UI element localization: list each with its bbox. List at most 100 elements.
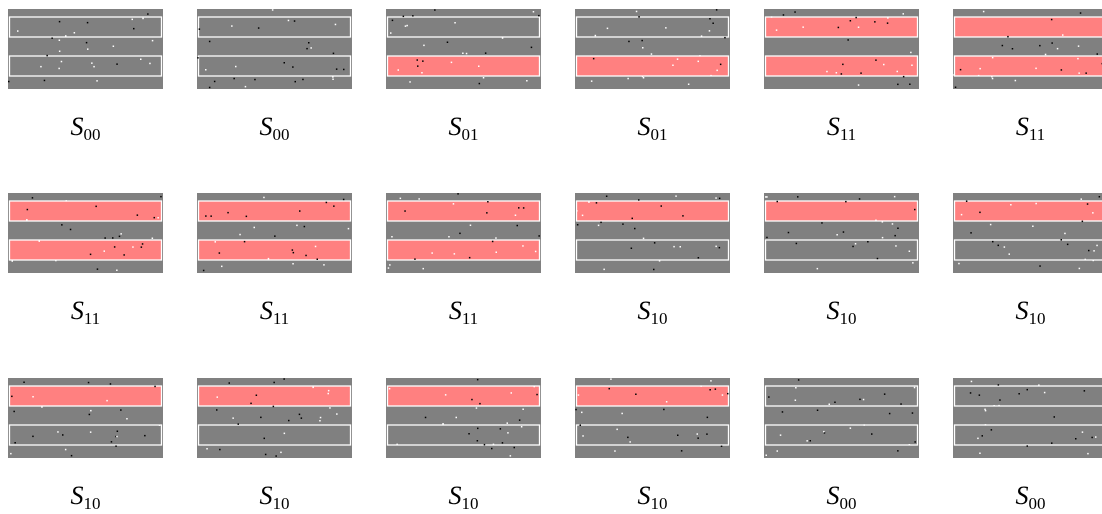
sensor-band [199, 17, 351, 37]
state-subscript: 11 [462, 309, 478, 328]
noise-dot [912, 412, 914, 414]
noise-dot [418, 198, 420, 200]
state-label: S00 [8, 112, 163, 145]
noise-dot [998, 245, 1000, 247]
noise-dot [850, 427, 852, 429]
noise-dot [776, 29, 778, 31]
noise-dot [909, 251, 911, 253]
noise-dot [653, 269, 655, 271]
noise-dot [1075, 438, 1077, 440]
noise-dot [116, 436, 118, 438]
noise-dot [10, 453, 12, 455]
noise-dot [205, 69, 207, 71]
noise-dot [716, 70, 718, 72]
noise-dot [858, 27, 860, 29]
noise-dot [412, 15, 414, 17]
noise-dot [914, 387, 916, 389]
noise-dot [622, 223, 624, 225]
noise-dot [507, 432, 509, 434]
noise-dot [391, 236, 393, 238]
noise-dot [661, 205, 663, 207]
noise-dot [845, 201, 847, 203]
noise-dot [492, 241, 494, 243]
state-label: S00 [197, 112, 352, 145]
noise-dot [478, 66, 480, 68]
event-frame [386, 378, 541, 458]
noise-dot [445, 394, 447, 396]
noise-dot [431, 252, 433, 254]
noise-dot [672, 65, 674, 67]
noise-dot [310, 47, 312, 49]
noise-dot [159, 425, 161, 427]
noise-dot [12, 260, 14, 262]
noise-dot [709, 18, 711, 20]
noise-dot [312, 387, 314, 389]
noise-dot [522, 409, 524, 411]
event-frame [764, 9, 919, 89]
noise-dot [209, 87, 211, 89]
noise-dot [496, 252, 498, 254]
state-label: S11 [386, 296, 541, 329]
noise-dot [284, 433, 286, 435]
event-frame [575, 193, 730, 273]
noise-dot [841, 73, 843, 75]
sensor-band [199, 425, 351, 445]
sensor-band [10, 56, 162, 76]
noise-dot [292, 263, 294, 265]
noise-dot [895, 245, 897, 247]
noise-dot [724, 37, 726, 39]
noise-dot [978, 75, 980, 77]
state-label: S10 [575, 481, 730, 514]
noise-dot [59, 40, 61, 42]
noise-dot [1010, 204, 1012, 206]
noise-dot [273, 406, 275, 408]
sensor-band [955, 386, 1102, 406]
noise-dot [476, 407, 478, 409]
noise-dot [709, 389, 711, 391]
noise-dot [990, 224, 992, 226]
noise-dot [887, 17, 889, 19]
noise-dot [448, 236, 450, 238]
noise-dot [112, 237, 114, 239]
noise-dot [466, 53, 468, 55]
noise-dot [62, 434, 64, 436]
noise-dot [992, 78, 994, 80]
noise-dot [783, 14, 785, 16]
noise-dot [654, 242, 656, 244]
noise-dot [855, 243, 857, 245]
noise-dot [417, 65, 419, 67]
noise-dot [628, 41, 630, 43]
noise-dot [875, 59, 877, 61]
noise-dot [120, 409, 122, 411]
noise-dot [304, 226, 306, 228]
noise-dot [834, 402, 836, 404]
noise-dot [484, 444, 486, 446]
noise-dot [423, 45, 425, 47]
event-frame [197, 193, 352, 273]
noise-dot [59, 51, 61, 53]
sensor-band [199, 386, 351, 406]
state-label: S10 [575, 296, 730, 329]
noise-dot [414, 258, 416, 260]
event-frame [197, 9, 352, 89]
noise-dot [697, 433, 699, 435]
noise-dot [859, 399, 861, 401]
noise-dot [677, 435, 679, 437]
noise-dot [59, 21, 61, 23]
noise-dot [126, 418, 128, 420]
noise-dot [227, 212, 229, 214]
noise-dot [17, 30, 19, 32]
noise-dot [140, 59, 142, 61]
sensor-band [10, 17, 162, 37]
noise-dot [456, 417, 458, 419]
noise-dot [326, 202, 328, 204]
noise-dot [260, 417, 262, 419]
state-subscript: 11 [840, 125, 856, 144]
noise-dot [712, 23, 714, 25]
noise-dot [57, 431, 59, 433]
noise-dot [283, 378, 285, 380]
noise-dot [892, 223, 894, 225]
noise-dot [970, 232, 972, 234]
noise-dot [1097, 53, 1099, 55]
noise-dot [141, 246, 143, 248]
